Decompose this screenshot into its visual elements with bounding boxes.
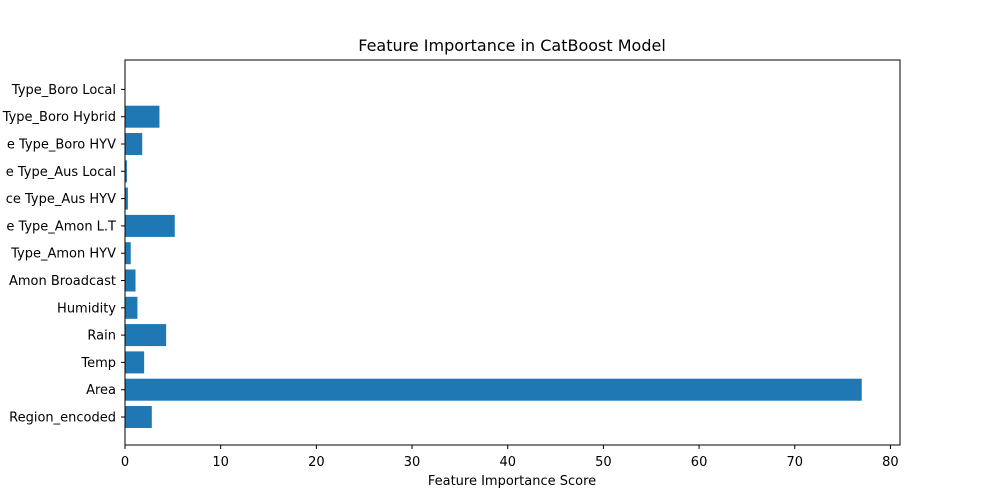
y-tick-label: Temp [80,356,116,371]
x-axis-label: Feature Importance Score [428,474,596,489]
x-tick-label: 70 [786,455,803,470]
y-axis-ticks: Region_encoded Area Temp Rain Humidity Amon B… [2,83,125,426]
bars-group [125,78,862,428]
x-tick-label: 30 [404,455,421,470]
y-tick-label: Type_Boro Local [11,83,116,98]
y-tick-label: e Type_Boro HYV [7,138,116,153]
x-tick-label: 0 [121,455,129,470]
y-tick-label: Type_Boro Hybrid [2,110,116,125]
plot-frame [124,59,901,446]
x-tick-label: 40 [499,455,516,470]
bar [125,160,127,183]
bar [125,187,128,210]
y-tick-label: Region_encoded [9,411,116,426]
y-tick-label: e Type_Aus Local [6,165,116,180]
y-tick-label: Humidity [57,301,116,316]
bar [125,406,152,428]
x-axis-ticks: 0 10 20 30 40 50 60 70 80 [121,445,899,470]
x-tick-label: 20 [308,455,325,470]
y-tick-label: Area [86,383,116,398]
bar [125,324,167,347]
bar [125,269,136,292]
x-tick-label: 60 [691,455,708,470]
y-tick-label: Rain [87,329,116,344]
chart-title: Feature Importance in CatBoost Model [358,36,666,55]
bar [125,296,138,319]
bar [125,214,175,237]
bar [125,242,131,265]
bar [125,351,145,374]
y-tick-label: Amon Broadcast [9,274,116,289]
bar [125,105,160,128]
x-tick-label: 10 [212,455,229,470]
x-tick-label: 50 [595,455,612,470]
bar [125,378,862,401]
x-tick-label: 80 [882,455,899,470]
y-tick-label: ce Type_Aus HYV [6,192,116,207]
y-tick-label: e Type_Amon L.T [6,219,116,234]
bar [125,133,143,155]
y-tick-label: Type_Amon HYV [10,247,116,262]
